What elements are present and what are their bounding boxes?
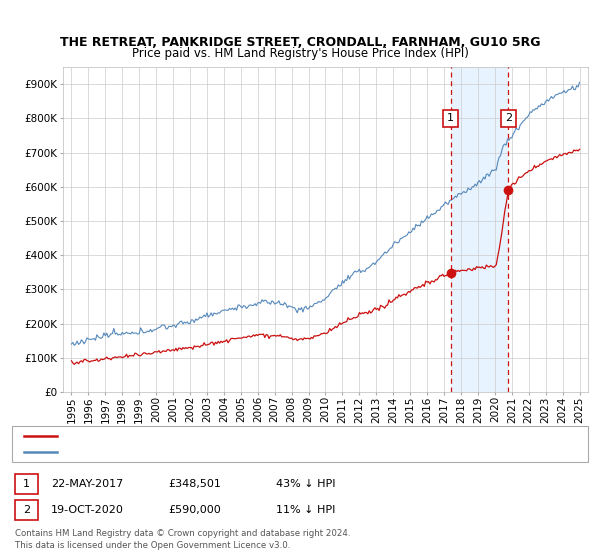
Text: £590,000: £590,000 [168,505,221,515]
Text: Contains HM Land Registry data © Crown copyright and database right 2024.
This d: Contains HM Land Registry data © Crown c… [15,529,350,550]
Text: £348,501: £348,501 [168,479,221,489]
Text: 19-OCT-2020: 19-OCT-2020 [51,505,124,515]
Text: THE RETREAT, PANKRIDGE STREET, CRONDALL, FARNHAM, GU10 5RG (detached house): THE RETREAT, PANKRIDGE STREET, CRONDALL,… [60,431,490,441]
Text: 43% ↓ HPI: 43% ↓ HPI [276,479,335,489]
Text: THE RETREAT, PANKRIDGE STREET, CRONDALL, FARNHAM, GU10 5RG: THE RETREAT, PANKRIDGE STREET, CRONDALL,… [60,35,540,49]
Text: HPI: Average price, detached house, Hart: HPI: Average price, detached house, Hart [60,447,262,457]
Text: 2: 2 [23,505,30,515]
Bar [451,67,508,392]
Text: Price paid vs. HM Land Registry's House Price Index (HPI): Price paid vs. HM Land Registry's House … [131,46,469,60]
Text: 11% ↓ HPI: 11% ↓ HPI [276,505,335,515]
Text: 1: 1 [23,479,30,489]
Text: 2: 2 [505,114,512,124]
Text: 22-MAY-2017: 22-MAY-2017 [51,479,123,489]
Text: 1: 1 [447,114,454,124]
